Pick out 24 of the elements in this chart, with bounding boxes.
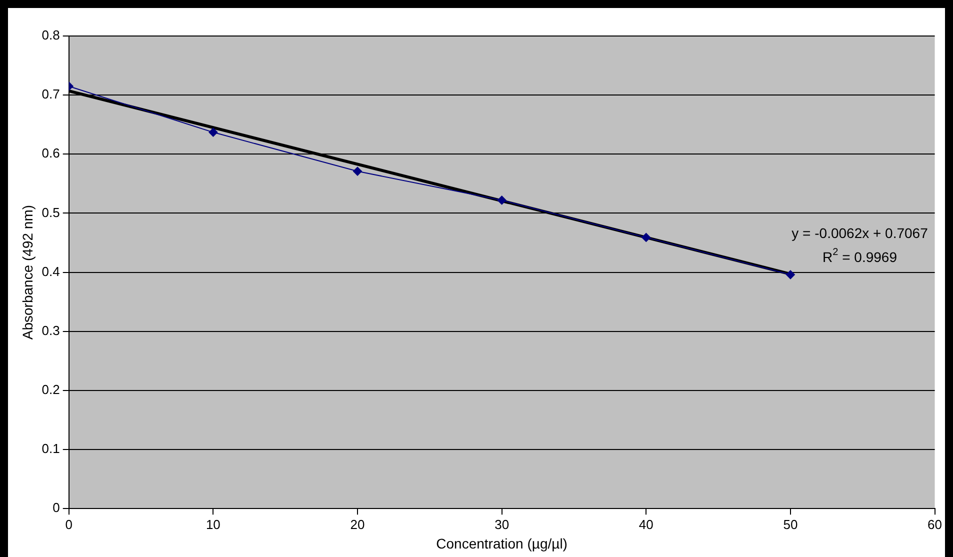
- point: [353, 166, 362, 176]
- y-tick-label: 0.2: [42, 382, 60, 398]
- x-tick-label: 20: [350, 516, 365, 532]
- point: [786, 270, 795, 280]
- x-tick-label: 40: [638, 516, 654, 532]
- point: [208, 128, 218, 137]
- y-tick-label: 0.6: [42, 146, 60, 161]
- y-tick-label: 0: [52, 500, 60, 516]
- y-axis-title: Absorbance (492 nm): [19, 204, 36, 340]
- point: [497, 196, 506, 205]
- y-tick-label: 0.7: [42, 86, 60, 102]
- y-tick-label: 0.8: [42, 28, 60, 43]
- x-tick-label: 60: [928, 516, 942, 532]
- y-tick-label: 0.5: [42, 204, 60, 220]
- x-tick-label: 10: [206, 516, 220, 532]
- y-tick-label: 0.3: [42, 322, 60, 338]
- x-axis-title: Concentration (µg/µl): [436, 535, 568, 552]
- x-tick-label: 0: [65, 516, 72, 532]
- x-tick-label: 30: [494, 516, 510, 532]
- point: [642, 232, 651, 242]
- annotation: y = -0.0062x + 0.7067: [792, 224, 928, 241]
- y-tick-label: 0.1: [42, 441, 60, 456]
- x-tick-label: 50: [783, 516, 798, 532]
- y-tick-label: 0.4: [42, 264, 60, 279]
